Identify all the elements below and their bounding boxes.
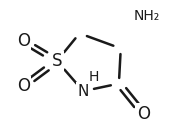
Text: O: O bbox=[137, 105, 150, 123]
Text: O: O bbox=[17, 77, 30, 95]
Text: H: H bbox=[88, 70, 99, 84]
Text: O: O bbox=[17, 32, 30, 50]
Text: NH₂: NH₂ bbox=[134, 9, 160, 23]
Text: N: N bbox=[77, 84, 89, 99]
Text: S: S bbox=[52, 52, 62, 70]
